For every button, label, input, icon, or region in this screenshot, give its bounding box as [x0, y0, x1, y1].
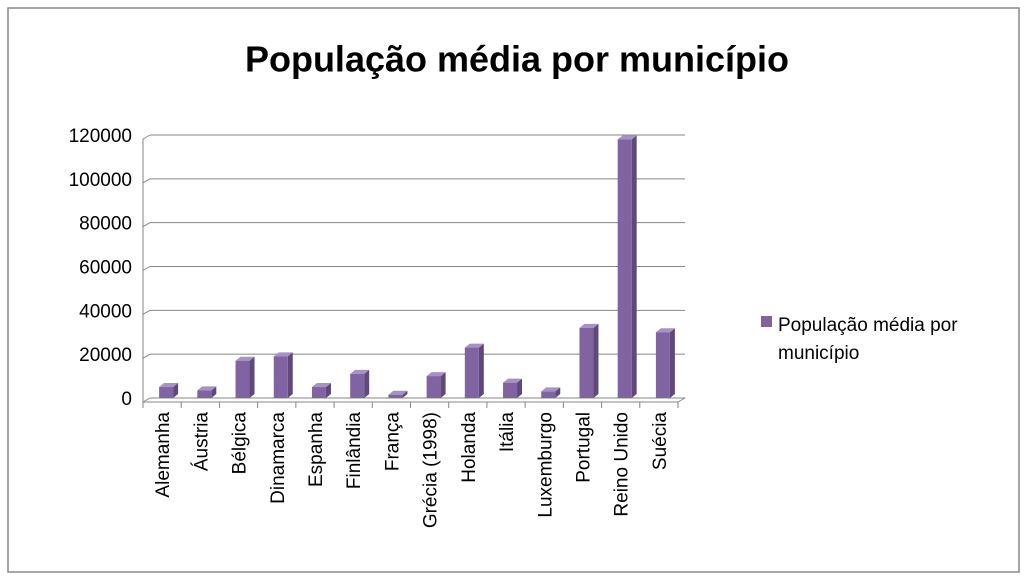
y-tick-label: 80000 — [79, 214, 132, 235]
bar — [388, 390, 408, 398]
bar — [273, 352, 293, 398]
chart-border — [7, 7, 1020, 573]
bar — [655, 328, 675, 398]
floor-edge — [677, 397, 686, 403]
bar — [503, 378, 523, 398]
grid-line — [142, 134, 151, 140]
x-tick-label: Dinamarca — [268, 412, 289, 504]
bar — [350, 369, 370, 398]
y-tick-label: 120000 — [69, 126, 132, 147]
x-tick-label: Reino Unido — [612, 412, 633, 517]
grid-line — [142, 309, 151, 315]
x-tick-label: Suécia — [650, 412, 671, 471]
grid-line — [142, 222, 151, 228]
y-tick-label: 20000 — [79, 345, 132, 366]
grid-line — [142, 353, 151, 359]
chart-title: População média por município — [245, 39, 789, 80]
x-tick-label: Luxemburgo — [535, 412, 556, 518]
bar — [159, 383, 179, 398]
x-tick-label: Áustria — [191, 412, 212, 472]
bar — [579, 323, 599, 398]
bar — [464, 343, 484, 398]
bar — [541, 387, 561, 398]
legend-label: População média por município — [778, 315, 958, 364]
legend-swatch — [761, 316, 772, 327]
bar — [197, 386, 217, 398]
x-tick-label: Itália — [497, 412, 518, 453]
x-tick-label: Grécia (1998) — [421, 412, 442, 528]
x-tick-label: Finlândia — [344, 412, 365, 490]
x-tick-label: Holanda — [459, 412, 480, 483]
bar — [235, 356, 255, 398]
x-tick-label: França — [382, 412, 403, 472]
x-tick-label: Bélgica — [230, 412, 251, 475]
grid-line — [142, 266, 151, 271]
x-tick-label: Espanha — [306, 412, 327, 487]
bar — [617, 135, 637, 398]
bar — [426, 372, 446, 398]
y-tick-label: 0 — [121, 389, 132, 410]
y-tick-label: 60000 — [79, 258, 132, 279]
y-tick-label: 100000 — [69, 170, 132, 191]
y-tick-label: 40000 — [79, 301, 132, 322]
grid-line — [142, 397, 151, 403]
bar — [311, 383, 331, 398]
grid-line — [142, 178, 151, 184]
x-tick-label: Portugal — [573, 412, 594, 483]
x-tick-label: Alemanha — [153, 412, 174, 498]
